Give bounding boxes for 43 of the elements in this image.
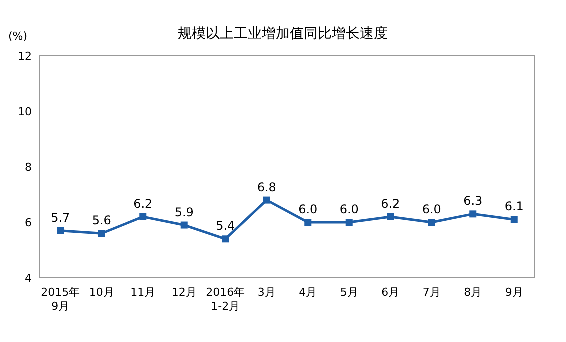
point: [346, 219, 353, 226]
y-tick-label: 10: [18, 106, 32, 118]
chart-title: 规模以上工业增加值同比增长速度: [178, 26, 388, 42]
point: [304, 219, 312, 226]
x-tick-label: 11月: [130, 286, 156, 299]
data-label: 6.2: [381, 196, 400, 211]
data-label: 6.2: [134, 196, 153, 211]
y-tick-label: 6: [25, 216, 32, 230]
x-tick-label: 3月: [258, 286, 276, 299]
y-tick-label: 8: [25, 161, 32, 174]
x-tick-label: 2016年 1-2月: [206, 286, 246, 313]
point: [98, 230, 106, 238]
point: [510, 216, 518, 224]
point: [428, 219, 436, 226]
y-tick-label: 4: [25, 272, 32, 285]
x-tick-label: 5月: [340, 286, 358, 299]
point: [263, 196, 270, 204]
data-label: 5.6: [92, 214, 112, 228]
x-tick-label: 4月: [299, 286, 318, 299]
x-tick-label: 2015年 9月: [41, 286, 80, 313]
point: [222, 236, 230, 243]
point: [180, 222, 188, 229]
data-label: 6.1: [504, 200, 524, 214]
data-label: 6.3: [464, 194, 483, 208]
x-tick-label: 9月: [505, 286, 524, 299]
point: [140, 213, 147, 220]
y-axis-title: (%): [8, 30, 28, 43]
x-tick-label: 6月: [382, 286, 400, 299]
point: [387, 213, 394, 220]
point: [470, 210, 477, 218]
data-label: 6.0: [340, 202, 359, 216]
data-label: 5.4: [216, 219, 236, 234]
x-tick-label: 10月: [89, 286, 114, 299]
point: [57, 227, 64, 234]
x-tick-label: 7月: [422, 286, 441, 299]
y-tick-label: 12: [18, 50, 32, 63]
x-tick-label: 8月: [464, 286, 482, 299]
data-label: 6.8: [257, 180, 276, 194]
data-label: 5.9: [174, 205, 194, 220]
data-label: 6.0: [422, 202, 442, 216]
data-label: 6.0: [298, 202, 318, 216]
x-tick-label: 12月: [172, 286, 197, 299]
data-label: 5.7: [51, 210, 70, 225]
